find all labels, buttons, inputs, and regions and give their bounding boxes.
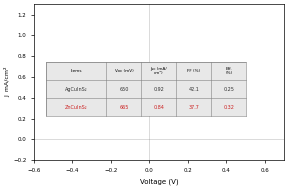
X-axis label: Voltage (V): Voltage (V) (140, 178, 178, 185)
Y-axis label: J  mA/cm²: J mA/cm² (4, 67, 10, 97)
